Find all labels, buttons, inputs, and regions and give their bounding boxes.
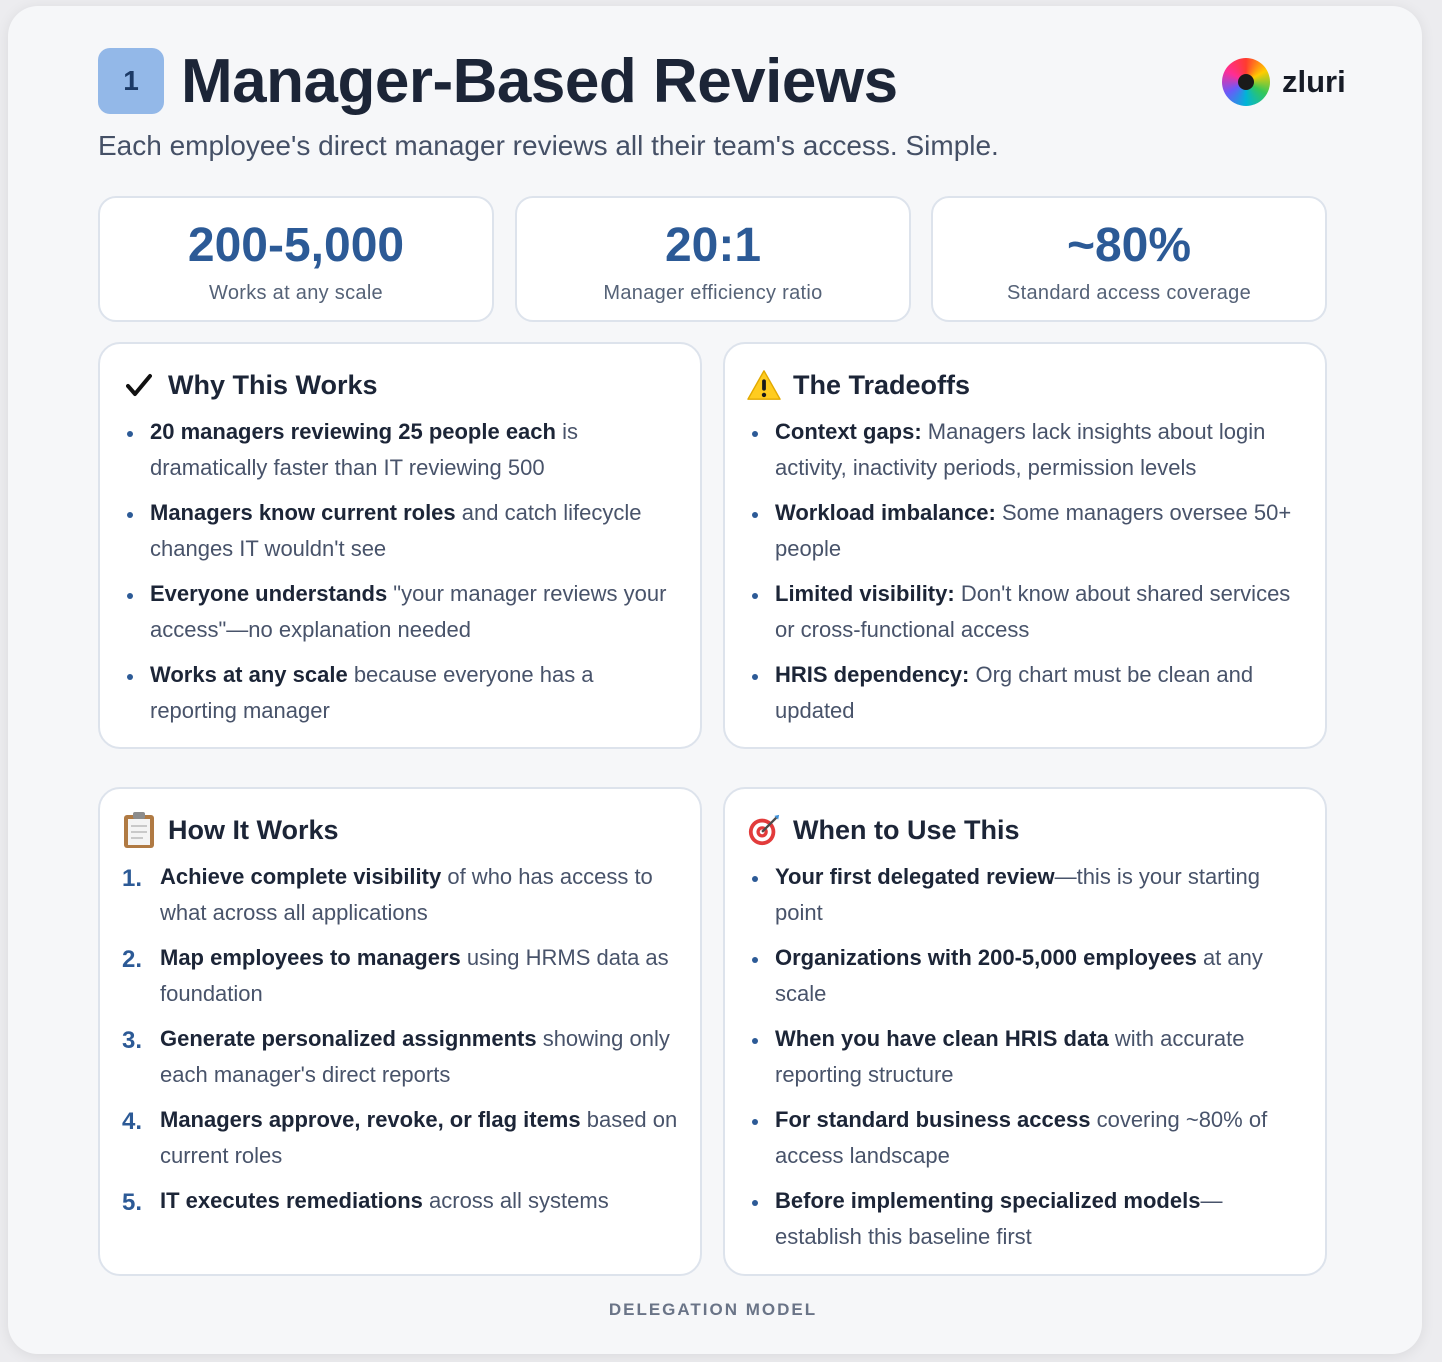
when-list: Your first delegated review—this is your… xyxy=(747,859,1307,1264)
step-number: 5. xyxy=(122,1189,143,1216)
item-text: covering ~80% of access landscape xyxy=(775,1107,1268,1168)
list-item: Works at any scale because everyone has … xyxy=(122,657,682,729)
list-item: 4. Managers approve, revoke, or flag item… xyxy=(122,1102,682,1174)
list-item: Everyone understands "your manager revie… xyxy=(122,576,682,648)
item-emphasis: Everyone understands xyxy=(150,581,388,606)
list-item: Your first delegated review—this is your… xyxy=(747,859,1307,931)
item-emphasis: Achieve complete visibility xyxy=(160,864,442,889)
panel-title: Why This Works xyxy=(168,369,378,400)
item-emphasis: IT executes remediations xyxy=(160,1188,423,1213)
panel-title: The Tradeoffs xyxy=(793,369,971,400)
target-icon xyxy=(747,811,781,849)
item-text: Org chart must be clean and updated xyxy=(775,662,1254,723)
item-text: Managers lack insights about login activ… xyxy=(775,419,1266,480)
list-item: 1. Achieve complete visibility of who has… xyxy=(122,859,682,931)
stat-label: Manager efficiency ratio xyxy=(603,282,823,304)
item-text: using HRMS data as foundation xyxy=(160,945,669,1006)
page-subtitle: Each employee's direct manager reviews a… xyxy=(98,130,999,161)
zluri-logo-icon xyxy=(1222,58,1270,106)
list-item: Limited visibility: Don't know about sha… xyxy=(747,576,1307,648)
step-badge: 1 xyxy=(98,48,164,114)
item-text: and catch lifecycle changes IT wouldn't … xyxy=(150,500,642,561)
why-this-works-panel: Why This Works 20 managers reviewing 25 … xyxy=(98,342,702,749)
footer-label: DELEGATION MODEL xyxy=(608,1300,818,1319)
list-item: 20 managers reviewing 25 people each is … xyxy=(122,414,682,486)
how-it-works-panel: How It Works 1. Achieve complete visibili… xyxy=(98,787,702,1276)
item-text: —this is your starting point xyxy=(775,864,1260,925)
item-text: at any scale xyxy=(775,945,1263,1006)
list-item: Managers know current roles and catch li… xyxy=(122,495,682,567)
item-text: because everyone has a reporting manager xyxy=(150,662,594,723)
step-number: 1. xyxy=(122,865,143,892)
item-text: —establish this baseline first xyxy=(775,1188,1223,1249)
item-emphasis: Limited visibility: xyxy=(775,581,955,606)
item-emphasis: Context gaps: xyxy=(775,419,922,444)
item-emphasis: Workload imbalance: xyxy=(775,500,996,525)
item-emphasis: Generate personalized assignments xyxy=(160,1026,537,1051)
step-number: 3. xyxy=(122,1027,143,1054)
item-text: Don't know about shared services or cros… xyxy=(775,581,1291,642)
panel-title: When to Use This xyxy=(793,814,1020,845)
item-emphasis: For standard business access xyxy=(775,1107,1091,1132)
list-item: HRIS dependency: Org chart must be clean… xyxy=(747,657,1307,729)
zluri-logo-text: zluri xyxy=(1282,64,1346,99)
list-item: 2. Map employees to managers using HRMS d… xyxy=(122,940,682,1012)
panel-title: How It Works xyxy=(168,814,339,845)
when-to-use-panel: When to Use This Your first delegated re… xyxy=(723,787,1327,1276)
stat-label: Works at any scale xyxy=(209,282,383,304)
item-text: with accurate reporting structure xyxy=(775,1026,1245,1087)
item-emphasis: 20 managers reviewing 25 people each xyxy=(150,419,556,444)
step-number: 2. xyxy=(122,946,143,973)
stat-card-scale: 200-5,000 Works at any scale xyxy=(98,196,494,322)
tradeoffs-list: Context gaps: Managers lack insights abo… xyxy=(747,414,1307,738)
zluri-logo: zluri xyxy=(1222,58,1346,106)
item-text: based on current roles xyxy=(160,1107,678,1168)
item-emphasis: Managers know current roles xyxy=(150,500,456,525)
stat-value: 200-5,000 xyxy=(187,219,405,272)
item-emphasis: Before implementing specialized models xyxy=(775,1188,1201,1213)
how-list: 1. Achieve complete visibility of who has… xyxy=(122,859,682,1228)
page-title: Manager-Based Reviews xyxy=(181,47,898,116)
list-item: Before implementing specialized models—e… xyxy=(747,1183,1307,1255)
step-number: 4. xyxy=(122,1108,143,1135)
item-text: Some managers oversee 50+ people xyxy=(775,500,1292,561)
item-emphasis: Works at any scale xyxy=(150,662,348,687)
item-text: is dramatically faster than IT reviewing… xyxy=(150,419,578,480)
tradeoffs-panel: The Tradeoffs Context gaps: Managers lac… xyxy=(723,342,1327,749)
list-item: 5. IT executes remediations across all sy… xyxy=(122,1183,682,1219)
list-item: Workload imbalance: Some managers overse… xyxy=(747,495,1307,567)
item-emphasis: Organizations with 200-5,000 employees xyxy=(775,945,1197,970)
item-text: showing only each manager's direct repor… xyxy=(160,1026,670,1087)
list-item: When you have clean HRIS data with accur… xyxy=(747,1021,1307,1093)
item-text: across all systems xyxy=(422,1188,609,1213)
list-item: Organizations with 200-5,000 employees a… xyxy=(747,940,1307,1012)
item-text: "your manager reviews your access"—no ex… xyxy=(150,581,667,642)
stat-card-ratio: 20:1 Manager efficiency ratio xyxy=(515,196,911,322)
stat-card-coverage: ~80% Standard access coverage xyxy=(931,196,1327,322)
item-emphasis: Managers approve, revoke, or flag items xyxy=(160,1107,581,1132)
list-item: Context gaps: Managers lack insights abo… xyxy=(747,414,1307,486)
clipboard-icon xyxy=(122,811,156,849)
list-item: 3. Generate personalized assignments show… xyxy=(122,1021,682,1093)
stat-value: 20:1 xyxy=(664,219,762,272)
item-emphasis: Your first delegated review xyxy=(775,864,1055,889)
warning-icon xyxy=(747,366,781,404)
stat-value: ~80% xyxy=(1066,219,1192,272)
list-item: For standard business access covering ~8… xyxy=(747,1102,1307,1174)
stat-label: Standard access coverage xyxy=(1006,282,1251,304)
item-emphasis: HRIS dependency: xyxy=(775,662,970,687)
check-icon xyxy=(122,366,156,404)
item-emphasis: Map employees to managers xyxy=(160,945,461,970)
why-list: 20 managers reviewing 25 people each is … xyxy=(122,414,682,738)
item-emphasis: When you have clean HRIS data xyxy=(775,1026,1109,1051)
item-text: of who has access to what across all app… xyxy=(160,864,653,925)
